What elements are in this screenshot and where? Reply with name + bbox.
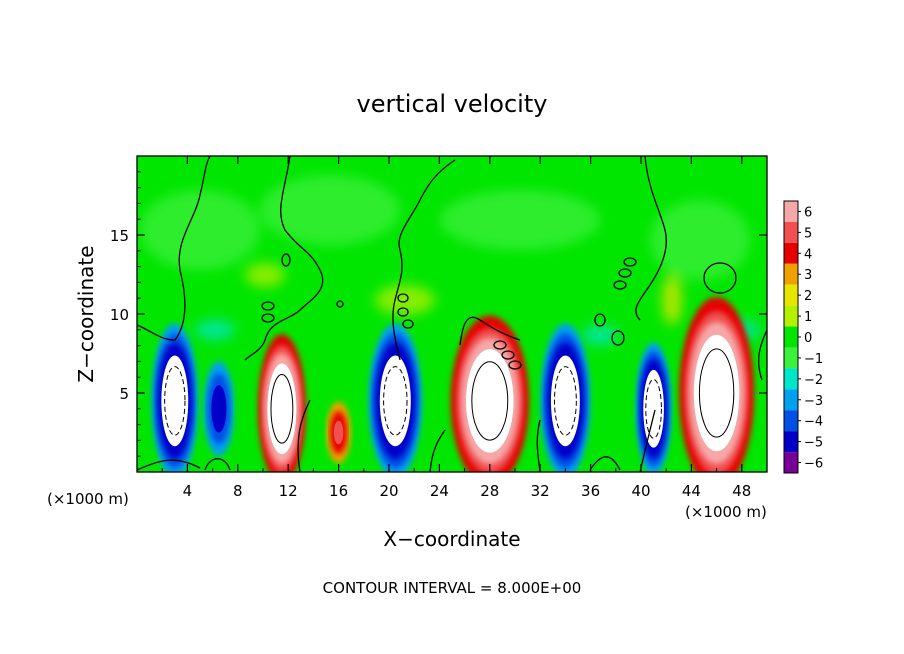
x-axis: 4 8 12 16 20 24 28 32 36 40 44 48 [161, 156, 751, 500]
y-axis-label: Z−coordinate [74, 245, 98, 382]
chart-title: vertical velocity [357, 90, 548, 118]
colorbar-label: 0 [804, 331, 812, 346]
x-tick-label: 8 [233, 482, 243, 500]
colorbar-swatch [784, 452, 798, 473]
cell-up-3 [258, 334, 306, 472]
colorbar-swatch [784, 284, 798, 306]
colorbar-label: 4 [804, 247, 812, 262]
cell-down-5 [368, 323, 422, 472]
y-tick-label: 15 [110, 227, 129, 245]
colorbar-label: −6 [804, 457, 823, 472]
cell-down-weak-2 [203, 361, 235, 457]
y-tick-label: 5 [119, 385, 129, 403]
colorbar-swatch [784, 305, 798, 327]
colorbar-swatch [784, 368, 798, 390]
x-tick-label: 12 [279, 482, 298, 500]
colorbar-label: −1 [804, 352, 823, 367]
colorbar-label: −3 [804, 394, 823, 409]
cell-down-7 [540, 323, 591, 472]
y-tick-label: 10 [110, 306, 129, 324]
cell-down-8 [635, 342, 672, 472]
x-tick-label: 48 [732, 482, 751, 500]
plot-area [137, 156, 767, 472]
colorbar-swatch [784, 326, 798, 348]
x-tick-label: 40 [631, 482, 650, 500]
x-tick-label: 24 [430, 482, 449, 500]
x-tick-label: 4 [183, 482, 193, 500]
colorbar-swatch [784, 263, 798, 285]
x-tick-label: 44 [682, 482, 701, 500]
x-axis-label: X−coordinate [383, 527, 520, 551]
colorbar-swatch [784, 347, 798, 369]
colorbar-label: 1 [804, 310, 812, 325]
colorbar-label: 6 [804, 205, 812, 220]
x-tick-label: 36 [581, 482, 600, 500]
cell-up-9 [679, 297, 755, 472]
colorbar-label: 5 [804, 226, 812, 241]
colorbar-label: −4 [804, 415, 823, 430]
colorbar-swatch [784, 389, 798, 411]
x-tick-label: 16 [329, 482, 348, 500]
x-tick-label: 32 [531, 482, 550, 500]
x-unit-left: (×1000 m) [47, 490, 129, 508]
y-axis: 5 10 15 [110, 171, 767, 457]
cell-down-1 [151, 323, 198, 472]
x-tick-label: 28 [480, 482, 499, 500]
colorbar-swatch [784, 201, 798, 222]
colorbar-swatch [784, 242, 798, 264]
colorbar-swatch [784, 221, 798, 243]
colorbar: 6 5 4 3 2 1 0 −1 −2 −3 −4 −5 −6 [783, 200, 823, 474]
cell-up-6 [450, 315, 529, 472]
colorbar-label: 3 [804, 268, 812, 283]
colorbar-swatch [784, 410, 798, 432]
cell-up-weak-4 [326, 401, 351, 464]
colorbar-swatch [784, 431, 798, 453]
colorbar-label: −2 [804, 373, 823, 388]
convective-cells [151, 297, 755, 472]
zero-contours [137, 156, 767, 472]
x-tick-label: 20 [379, 482, 398, 500]
colorbar-label: 2 [804, 289, 812, 304]
contour-interval-note: CONTOUR INTERVAL = 8.000E+00 [323, 579, 582, 597]
colorbar-label: −5 [804, 436, 823, 451]
x-unit-right: (×1000 m) [685, 503, 767, 521]
